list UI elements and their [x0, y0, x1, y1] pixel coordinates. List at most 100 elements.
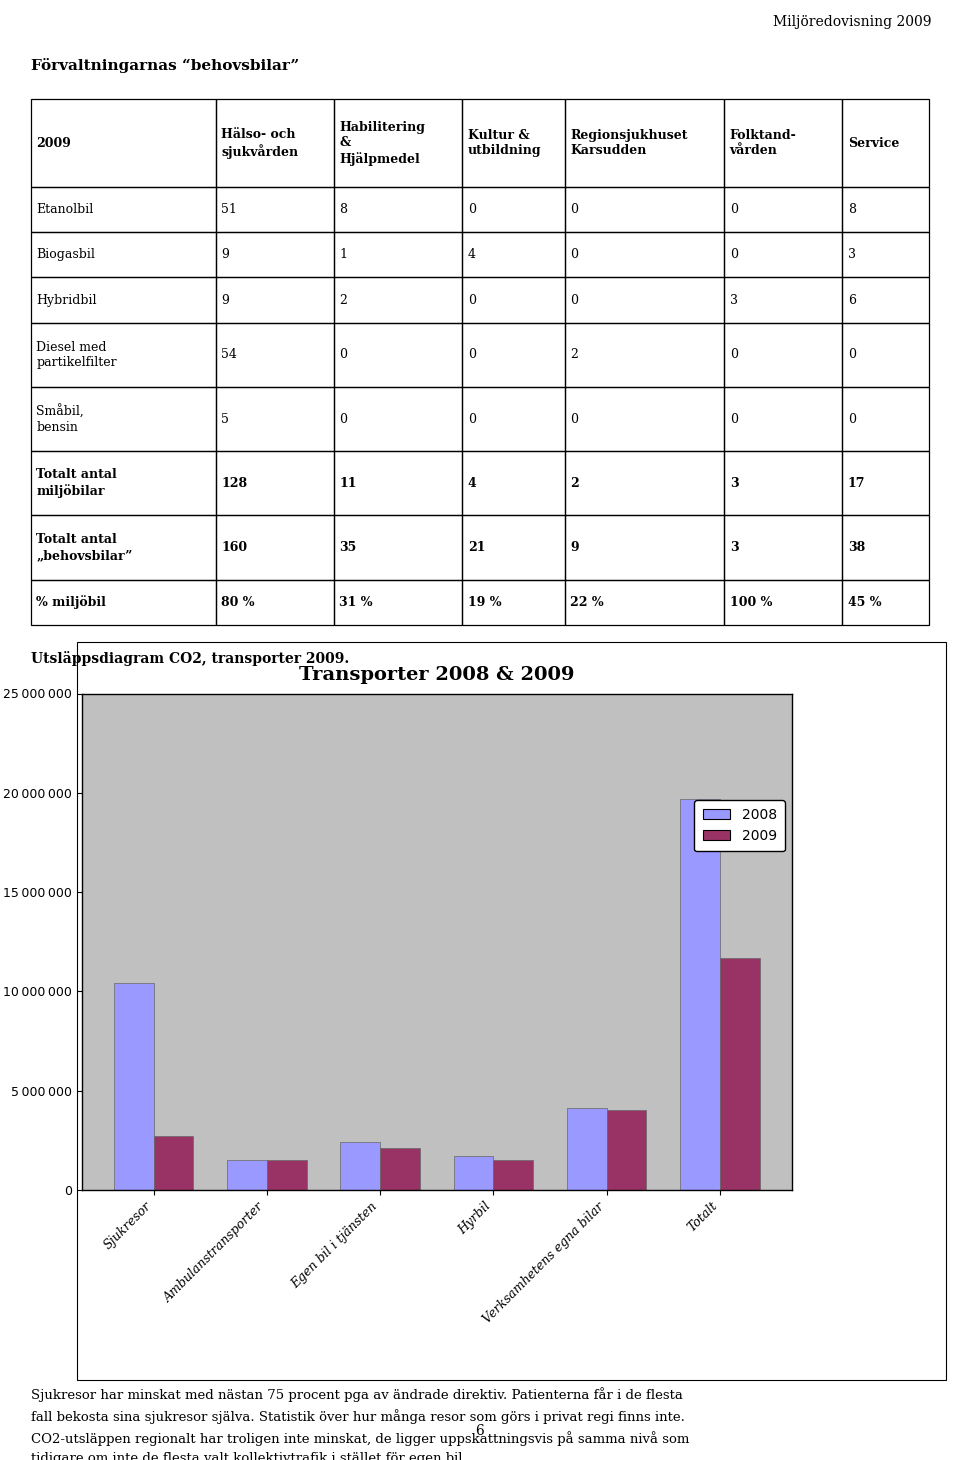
Bar [454, 1156, 493, 1190]
Text: 9: 9 [570, 542, 579, 553]
Bar [564, 515, 724, 580]
Bar [842, 515, 929, 580]
Text: 21: 21 [468, 542, 486, 553]
Text: 3: 3 [730, 293, 737, 307]
Bar [493, 1161, 533, 1190]
Text: 8: 8 [340, 203, 348, 216]
Bar [334, 187, 462, 232]
Text: 45 %: 45 % [848, 596, 881, 609]
Text: 2: 2 [570, 349, 578, 361]
Bar [31, 232, 216, 277]
Text: Diesel med
partikelfilter: Diesel med partikelfilter [36, 340, 117, 369]
Text: 4: 4 [468, 477, 476, 489]
Text: 51: 51 [222, 203, 237, 216]
Text: 2: 2 [340, 293, 348, 307]
Bar [724, 580, 842, 625]
Bar [842, 277, 929, 323]
Bar [842, 580, 929, 625]
Text: 6: 6 [848, 293, 855, 307]
Text: % miljöbil: % miljöbil [36, 596, 107, 609]
Bar [31, 515, 216, 580]
Bar [31, 451, 216, 515]
Bar [842, 232, 929, 277]
Bar [31, 99, 216, 187]
Bar [31, 277, 216, 323]
Text: 0: 0 [468, 349, 476, 361]
Bar [341, 1142, 380, 1190]
Bar [31, 580, 216, 625]
Bar [462, 232, 564, 277]
Text: 0: 0 [570, 248, 579, 261]
Text: 35: 35 [340, 542, 357, 553]
Bar [334, 232, 462, 277]
Bar [724, 387, 842, 451]
Text: 22 %: 22 % [570, 596, 604, 609]
Text: 0: 0 [730, 413, 737, 425]
Text: 19 %: 19 % [468, 596, 501, 609]
Text: 9: 9 [222, 293, 229, 307]
Bar [564, 99, 724, 187]
Text: 0: 0 [468, 203, 476, 216]
Bar [216, 277, 334, 323]
Bar [564, 277, 724, 323]
Text: Sjukresor har minskat med nästan 75 procent pga av ändrade direktiv. Patienterna: Sjukresor har minskat med nästan 75 proc… [31, 1387, 689, 1460]
Bar [842, 323, 929, 387]
Bar [607, 1111, 646, 1190]
Bar [334, 387, 462, 451]
Text: Förvaltningarnas “behovsbilar”: Förvaltningarnas “behovsbilar” [31, 58, 299, 73]
Bar [334, 451, 462, 515]
Text: 5: 5 [222, 413, 229, 425]
Bar [31, 187, 216, 232]
Bar [216, 99, 334, 187]
Text: 80 %: 80 % [222, 596, 254, 609]
Text: 3: 3 [730, 477, 738, 489]
Text: 100 %: 100 % [730, 596, 772, 609]
Text: 0: 0 [570, 203, 579, 216]
Text: Miljöredovisning 2009: Miljöredovisning 2009 [773, 15, 931, 29]
Text: 11: 11 [340, 477, 357, 489]
Text: 0: 0 [468, 293, 476, 307]
Bar [334, 99, 462, 187]
Text: 0: 0 [730, 203, 737, 216]
Bar [216, 187, 334, 232]
Text: 0: 0 [340, 413, 348, 425]
Bar [267, 1161, 306, 1190]
Text: 17: 17 [848, 477, 865, 489]
Bar [564, 187, 724, 232]
Bar [724, 515, 842, 580]
Text: 3: 3 [848, 248, 855, 261]
Text: Regionsjukhuset
Karsudden: Regionsjukhuset Karsudden [570, 128, 688, 158]
Text: 3: 3 [730, 542, 738, 553]
Text: 2: 2 [570, 477, 579, 489]
Bar [564, 387, 724, 451]
Text: 128: 128 [222, 477, 248, 489]
Bar [564, 323, 724, 387]
Text: Hybridbil: Hybridbil [36, 293, 97, 307]
Bar [216, 387, 334, 451]
Title: Transporter 2008 & 2009: Transporter 2008 & 2009 [300, 666, 574, 683]
Bar [842, 451, 929, 515]
Bar [724, 187, 842, 232]
Bar [567, 1108, 607, 1190]
Bar [564, 580, 724, 625]
Bar [334, 580, 462, 625]
Bar [216, 580, 334, 625]
Bar [842, 99, 929, 187]
Text: Folktand-
vården: Folktand- vården [730, 128, 797, 158]
Bar [228, 1161, 267, 1190]
Text: 38: 38 [848, 542, 865, 553]
Bar [462, 451, 564, 515]
Bar [462, 99, 564, 187]
Text: Hälso- och
sjukvården: Hälso- och sjukvården [222, 127, 299, 159]
Text: 2009: 2009 [36, 137, 71, 149]
Text: Utsläppsdiagram CO2, transporter 2009.: Utsläppsdiagram CO2, transporter 2009. [31, 651, 349, 666]
Text: Service: Service [848, 137, 900, 149]
Text: 1: 1 [340, 248, 348, 261]
Bar [114, 984, 154, 1190]
Text: Totalt antal
miljöbilar: Totalt antal miljöbilar [36, 469, 117, 498]
Bar [724, 323, 842, 387]
Text: Kultur &
utbildning: Kultur & utbildning [468, 128, 541, 158]
Text: 6: 6 [475, 1424, 485, 1438]
Bar [154, 1136, 193, 1190]
Text: 0: 0 [570, 413, 579, 425]
